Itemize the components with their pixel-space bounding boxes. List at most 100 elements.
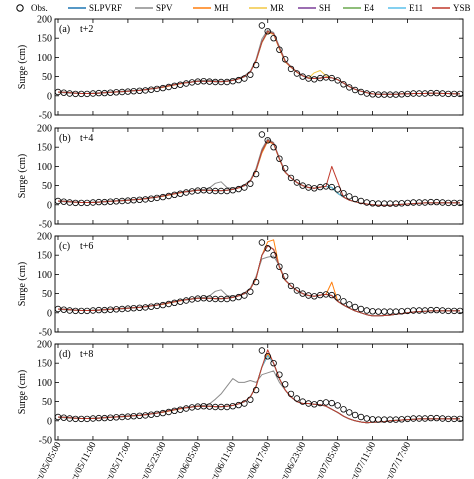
obs-point bbox=[427, 414, 435, 422]
y-tick-label: 100 bbox=[37, 270, 52, 281]
obs-point bbox=[235, 76, 242, 84]
y-tick-label: 0 bbox=[47, 308, 52, 319]
obs-point bbox=[416, 199, 423, 206]
obs-point bbox=[177, 190, 184, 197]
legend-label: MR bbox=[270, 3, 284, 13]
obs-point bbox=[328, 74, 335, 82]
obs-point bbox=[252, 386, 260, 394]
legend-item-spv: SPV bbox=[135, 3, 173, 13]
obs-point bbox=[357, 88, 365, 96]
x-tick-label: Oct/06/05:00 bbox=[171, 440, 203, 479]
obs-point bbox=[165, 83, 172, 91]
obs-point bbox=[351, 411, 359, 419]
y-axis-label: Surge (cm) bbox=[17, 45, 28, 90]
obs-point bbox=[153, 302, 161, 310]
obs-point bbox=[375, 308, 382, 315]
obs-point bbox=[247, 396, 254, 403]
y-axis-label: Surge (cm) bbox=[17, 154, 28, 199]
legend-label: Obs. bbox=[31, 3, 48, 13]
x-tick-label: Oct/07/11:00 bbox=[346, 441, 378, 479]
obs-point bbox=[147, 411, 155, 418]
x-tick-label: Oct/07/05:00 bbox=[311, 440, 343, 479]
obs-point bbox=[276, 155, 283, 162]
y-tick-label: 100 bbox=[37, 162, 52, 173]
obs-point bbox=[346, 301, 353, 308]
obs-point bbox=[351, 195, 359, 203]
obs-point bbox=[392, 308, 400, 315]
obs-point bbox=[357, 413, 365, 421]
obs-point bbox=[392, 200, 400, 207]
obs-point bbox=[147, 303, 155, 310]
obs-point bbox=[293, 287, 301, 294]
series-line-spv bbox=[57, 29, 460, 95]
obs-point bbox=[241, 75, 248, 82]
obs-point bbox=[282, 56, 289, 63]
panel-b: -50 0 50 100 150 200 Surge (cm) (b) t+4 bbox=[17, 124, 464, 231]
panel-frame bbox=[54, 18, 464, 116]
obs-point bbox=[340, 298, 347, 305]
series-line-slpvrf bbox=[57, 30, 460, 95]
obs-point bbox=[252, 61, 260, 69]
obs-point bbox=[177, 81, 184, 88]
obs-point bbox=[340, 81, 347, 88]
obs-point bbox=[404, 199, 411, 207]
legend-marker bbox=[16, 4, 24, 12]
panel-label: (a) bbox=[59, 24, 70, 35]
obs-point bbox=[270, 35, 277, 42]
obs-point bbox=[404, 415, 411, 423]
obs-point bbox=[241, 400, 248, 407]
obs-point bbox=[258, 347, 266, 354]
series-line-ysb bbox=[57, 30, 460, 95]
series-line-mh bbox=[57, 353, 460, 424]
obs-point bbox=[311, 185, 318, 192]
obs-point bbox=[252, 170, 260, 178]
obs-point bbox=[299, 182, 306, 189]
legend-item-mr: MR bbox=[249, 3, 284, 13]
obs-point bbox=[381, 308, 388, 315]
obs-point bbox=[410, 199, 417, 206]
obs-point bbox=[287, 282, 295, 290]
y-tick-label: -50 bbox=[39, 111, 52, 122]
obs-point bbox=[276, 46, 283, 53]
y-tick-label: 100 bbox=[37, 53, 52, 64]
obs-point bbox=[60, 414, 67, 421]
obs-point bbox=[386, 416, 394, 423]
obs-point bbox=[456, 90, 464, 98]
obs-point bbox=[282, 165, 289, 172]
legend-item-slpvrf: SLPVRF bbox=[68, 3, 122, 13]
obs-point bbox=[351, 303, 359, 311]
obs-point bbox=[386, 308, 394, 315]
legend-item-ysb: YSB bbox=[432, 3, 471, 13]
obs-point bbox=[363, 415, 370, 422]
obs-point bbox=[258, 239, 266, 246]
panel-frame bbox=[54, 235, 464, 333]
obs-point bbox=[416, 307, 423, 314]
lead-time-label: t+6 bbox=[80, 241, 93, 252]
legend: Obs. SLPVRF SPV MH MR SH E4 E11 YSB bbox=[16, 3, 471, 13]
y-tick-label: 50 bbox=[42, 397, 52, 408]
obs-point bbox=[223, 295, 231, 303]
obs-point bbox=[60, 306, 67, 313]
obs-point bbox=[235, 293, 242, 301]
obs-point bbox=[433, 198, 440, 206]
obs-point bbox=[293, 70, 301, 77]
obs-point bbox=[334, 402, 341, 409]
panel-a: -50 0 50 100 150 200 Surge (cm) (a) t+2 bbox=[17, 15, 464, 122]
y-tick-label: 150 bbox=[37, 251, 52, 262]
obs-point bbox=[398, 416, 405, 423]
obs-point bbox=[287, 174, 295, 182]
obs-point bbox=[398, 200, 405, 207]
obs-point bbox=[287, 390, 295, 398]
obs-point bbox=[293, 395, 301, 402]
x-tick-label: Oct/07/17:00 bbox=[381, 440, 413, 479]
obs-point bbox=[177, 298, 184, 305]
obs-point bbox=[165, 192, 172, 200]
legend-item-e11: E11 bbox=[388, 3, 423, 13]
legend-item-mh: MH bbox=[193, 3, 229, 13]
legend-label: SLPVRF bbox=[89, 3, 122, 13]
y-tick-label: 200 bbox=[37, 232, 52, 243]
obs-point bbox=[258, 22, 266, 29]
legend-label: E4 bbox=[364, 3, 374, 13]
obs-point bbox=[235, 185, 242, 193]
